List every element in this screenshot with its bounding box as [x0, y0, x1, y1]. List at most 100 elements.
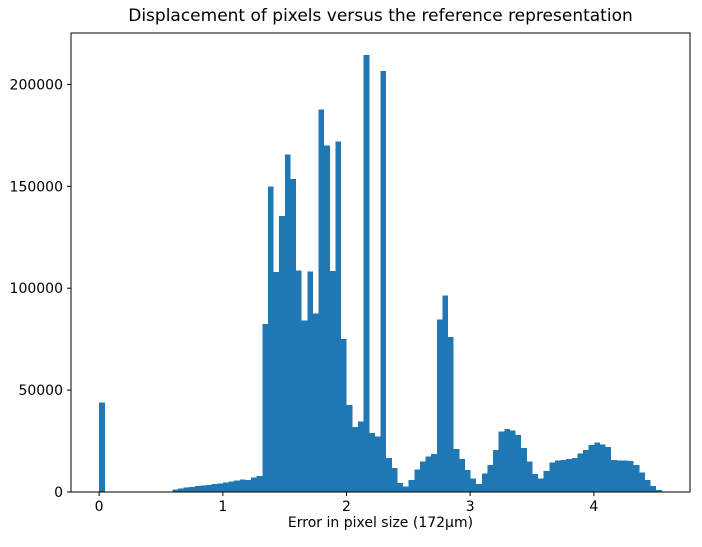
histogram-bar	[183, 487, 190, 492]
histogram-bar	[616, 460, 623, 492]
histogram-bar	[99, 402, 105, 492]
x-tick-label: 2	[342, 499, 351, 515]
x-tick-label: 3	[466, 499, 475, 515]
chart-title: Displacement of pixels versus the refere…	[128, 6, 633, 26]
histogram-bar	[493, 450, 499, 492]
histogram-bar	[549, 462, 555, 492]
histogram-bar	[239, 479, 246, 492]
histogram-bar	[318, 109, 325, 493]
histogram-bar	[346, 404, 353, 492]
histogram-bar	[453, 449, 460, 492]
histogram-bar	[329, 270, 336, 492]
histogram-bar	[633, 464, 640, 492]
y-tick-label: 200000	[10, 77, 63, 93]
histogram-bar	[374, 436, 381, 492]
histogram-bar	[357, 421, 364, 492]
histogram-bar	[267, 186, 274, 492]
histogram-bar	[521, 448, 527, 492]
histogram-bar	[594, 442, 600, 492]
histogram-bar	[538, 478, 544, 492]
histogram-bar	[566, 459, 572, 492]
histogram-bar	[234, 480, 240, 492]
histogram-bar	[262, 323, 268, 492]
histogram-bar	[481, 473, 488, 492]
histogram-bar	[307, 271, 313, 492]
y-tick-label: 0	[54, 485, 63, 501]
axes-spines	[70, 32, 691, 493]
histogram-bar	[296, 270, 302, 492]
histogram-bar	[436, 319, 443, 492]
histogram-bar	[588, 444, 595, 492]
histogram-bar	[194, 486, 201, 492]
histogram-bar	[526, 461, 533, 492]
histogram-bar	[312, 313, 319, 492]
histogram-bar	[554, 460, 561, 492]
histogram-bar	[189, 486, 195, 492]
histogram-bar	[284, 154, 291, 492]
histogram-bar	[487, 464, 494, 492]
histogram-bar	[380, 71, 387, 492]
histogram-bar	[414, 469, 420, 492]
histogram-bar	[605, 447, 612, 492]
histogram-bar	[301, 320, 308, 492]
histogram-bar	[650, 486, 657, 492]
histogram-bar	[498, 431, 505, 492]
histogram-bar	[172, 489, 178, 492]
histogram-bar	[577, 453, 584, 492]
histogram-bar	[504, 429, 510, 492]
histogram-bar	[408, 479, 415, 492]
histogram-bar	[251, 477, 257, 492]
x-tick-label: 0	[95, 499, 104, 515]
histogram-bar	[543, 471, 550, 492]
histogram-bar	[509, 430, 516, 492]
histogram-bar	[583, 450, 589, 492]
histogram-bar	[279, 215, 285, 493]
histogram-bar	[391, 468, 398, 492]
histogram-bar	[228, 481, 235, 492]
histogram-bar	[200, 485, 207, 492]
histogram-bar	[611, 460, 617, 492]
histogram-bar	[431, 453, 437, 492]
histogram-bar	[470, 478, 477, 492]
histogram-bar	[341, 339, 347, 492]
histogram-bar	[425, 456, 432, 492]
y-tick-label: 100000	[10, 281, 63, 297]
x-axis-label: Error in pixel size (172µm)	[287, 515, 474, 531]
histogram-bar	[476, 484, 482, 492]
histogram-bar	[273, 271, 280, 492]
histogram-bar	[206, 484, 212, 492]
histogram-bar	[571, 458, 578, 492]
histogram-bar	[352, 426, 358, 492]
histogram-bar	[363, 54, 370, 493]
histogram-bar	[459, 459, 465, 492]
histogram-bar	[324, 145, 330, 493]
histogram-bar	[419, 461, 426, 492]
histogram-bar	[560, 460, 567, 492]
histogram-bar	[222, 482, 229, 492]
histogram-bar	[397, 483, 404, 492]
histogram-bar	[245, 480, 252, 492]
histogram-bar	[515, 434, 522, 492]
histogram-bar	[369, 432, 375, 492]
histogram-bar	[211, 484, 218, 492]
histogram-bar	[464, 469, 471, 492]
histogram-bar	[599, 444, 606, 492]
histogram-bar	[403, 486, 409, 492]
histogram-bar	[442, 295, 449, 492]
histogram-bar	[386, 458, 392, 492]
histogram-bar	[628, 461, 634, 492]
y-tick-label: 50000	[18, 383, 63, 399]
y-tick-label: 150000	[10, 179, 63, 195]
x-tick-label: 1	[218, 499, 227, 515]
histogram-bar	[622, 460, 629, 492]
histogram-bars	[99, 54, 662, 493]
histogram-bar	[656, 489, 662, 492]
histogram-bar	[177, 488, 184, 492]
histogram-bar	[217, 483, 223, 492]
histogram-bar	[532, 474, 539, 492]
histogram-bar	[644, 479, 651, 492]
histogram-bar	[448, 337, 454, 492]
histogram-bar	[639, 472, 645, 492]
histogram-bar	[256, 475, 263, 492]
